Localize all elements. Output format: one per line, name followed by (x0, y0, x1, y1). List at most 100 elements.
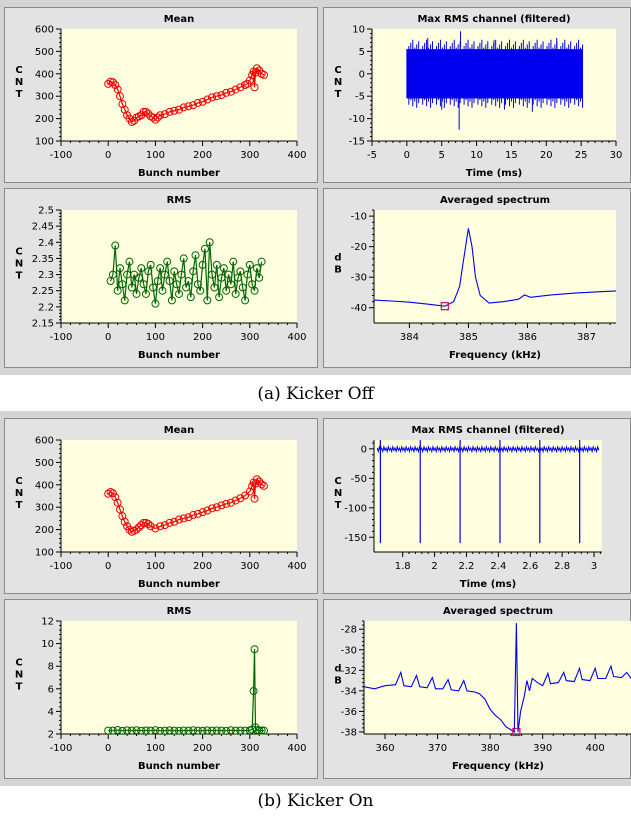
series-segment (206, 242, 211, 301)
x-tick-label: 2.2 (459, 561, 475, 572)
data-point (250, 494, 259, 503)
y-tick-label: -150 (344, 533, 367, 544)
x-tick-label: 0 (105, 561, 111, 572)
caption-b: (b) Kicker On (257, 791, 374, 811)
data-point (134, 523, 143, 532)
series-segment (226, 91, 232, 94)
data-point (125, 257, 134, 266)
y-tick-label: 100 (35, 137, 54, 148)
x-axis-label: Time (ms) (466, 168, 522, 179)
x-tick-label: 200 (193, 743, 212, 754)
y-tick-label: 2 (48, 730, 54, 741)
data-point (222, 88, 231, 97)
x-tick-label: 0 (105, 150, 111, 161)
series-segment (192, 102, 199, 106)
data-point (212, 92, 221, 101)
series-segment (261, 483, 265, 487)
data-point (146, 522, 155, 531)
x-tick-label: 0 (105, 743, 111, 754)
data-point (141, 289, 150, 298)
data-point (153, 277, 162, 286)
plot-area (364, 621, 631, 734)
series-segment (173, 271, 178, 285)
panel-a-spectrum: Averaged spectrum d B Frequency (kHz) 384 385… (323, 188, 631, 368)
data-point (160, 726, 169, 735)
x-tick-label: 300 (240, 332, 259, 343)
data-point (259, 481, 268, 490)
series-segment (249, 728, 253, 731)
data-point (241, 296, 250, 305)
series-segment (226, 729, 231, 732)
y-tick-label: -50 (351, 474, 367, 485)
data-point (222, 286, 231, 295)
data-point (165, 107, 174, 116)
data-point (208, 270, 217, 279)
data-point (241, 491, 250, 500)
series-segment (230, 88, 236, 93)
data-point (118, 512, 127, 521)
chart-b-spectrum: Averaged spectrum d B Frequency (kHz) 360 370… (334, 606, 631, 772)
data-point (210, 283, 219, 292)
series-group (363, 623, 631, 737)
chart-b-mean: Mean C N T Bunch number -100 0 100 200 300 400 100 2… (15, 425, 307, 590)
data-point (252, 64, 261, 73)
series-segment (124, 109, 128, 116)
data-point (208, 93, 217, 102)
data-point (236, 83, 245, 92)
data-point (132, 525, 141, 534)
data-point (111, 493, 120, 502)
data-point (160, 270, 169, 279)
data-point (252, 264, 261, 273)
series-segment (240, 495, 246, 499)
series-segment (209, 242, 213, 275)
data-point (120, 517, 129, 526)
series-segment (119, 268, 123, 285)
series-segment (174, 109, 180, 112)
x-tick-label: 2 (431, 561, 437, 572)
chart-b-maxrms: Max RMS channel (filtered) C N T Time (ms) 1.… (334, 425, 602, 590)
y-tick-label: 2.25 (32, 286, 54, 297)
series-segment (164, 522, 170, 526)
chart-title: Max RMS channel (filtered) (411, 425, 564, 436)
series-segment (117, 729, 123, 732)
cursor-marker (440, 302, 449, 311)
series-segment (124, 274, 128, 301)
series-segment (249, 74, 253, 81)
data-point (170, 726, 179, 735)
x-tick-label: 200 (193, 150, 212, 161)
data-point (226, 726, 235, 735)
x-tick-label: 1.8 (395, 561, 411, 572)
series-segment (230, 499, 236, 504)
series-segment (169, 521, 175, 524)
data-point (108, 270, 117, 279)
data-point (245, 487, 254, 496)
series-segment (183, 516, 189, 519)
x-tick-label: 25 (575, 150, 588, 161)
data-point (189, 267, 198, 276)
series-segment (121, 284, 126, 301)
panel-b-spectrum: Averaged spectrum d B Frequency (kHz) 360 370… (323, 599, 631, 779)
y-tick-label: -36 (341, 707, 357, 718)
y-tick-label: 12 (41, 617, 54, 628)
data-point (151, 524, 160, 533)
y-tick-label: 4 (48, 707, 54, 718)
series-segment (157, 268, 161, 282)
panel-a-maxrms: Max RMS channel (filtered) C N T Time (ms) -5… (323, 7, 631, 183)
panel-b-mean: Mean C N T Bunch number -100 0 100 200 300 400 100 2… (4, 418, 318, 594)
series-segment (256, 267, 260, 278)
series-segment (193, 513, 199, 516)
series-group (376, 440, 600, 544)
series-segment (131, 274, 135, 288)
series-segment (202, 99, 208, 103)
data-point (156, 726, 165, 735)
data-point (141, 726, 150, 735)
series-segment (202, 509, 208, 513)
data-point (257, 726, 266, 735)
series-segment (249, 485, 253, 492)
spectrum-line (373, 228, 617, 307)
y-tick-label: 6 (48, 684, 54, 695)
